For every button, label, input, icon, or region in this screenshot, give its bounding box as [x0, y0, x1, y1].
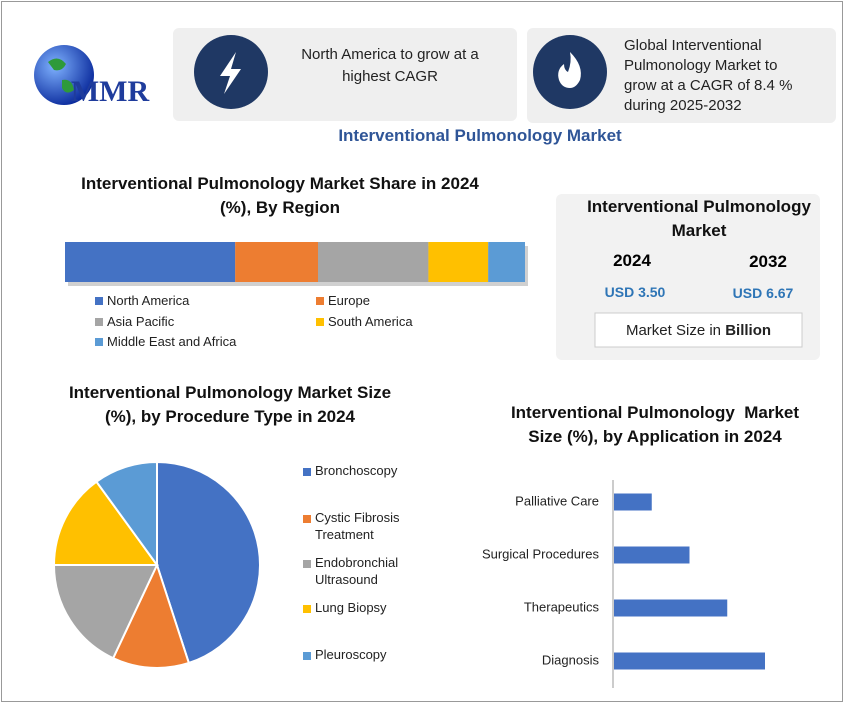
legend-label: Pleuroscopy [315, 647, 387, 662]
legend-label: Middle East and Africa [107, 334, 237, 349]
bar-segment [65, 242, 236, 282]
bar [614, 652, 765, 670]
pie-slice [52, 564, 159, 660]
legend-swatch [303, 652, 311, 660]
legend-swatch [316, 317, 324, 326]
legend-label: North America [107, 293, 190, 308]
note-text: Market Size in [625, 322, 722, 339]
note: Market Size in Billion [595, 322, 802, 339]
market-title: Interventional Pulmonology Market [587, 197, 811, 240]
pie-slice [111, 562, 191, 669]
card-text: North America to grow at a highest CAGR [301, 46, 479, 85]
page-title: Interventional Pulmonology Market [338, 126, 622, 145]
chart-title: Interventional Pulmonology Market Share … [81, 174, 479, 217]
pie-slice [95, 460, 158, 569]
card-text: Global Interventional Pulmonology Market… [624, 37, 793, 114]
chart-title: Interventional Pulmonology Market Size (… [510, 403, 804, 446]
bar [614, 493, 652, 511]
bar-segment [488, 242, 525, 282]
category-label: Palliative Care [515, 493, 599, 508]
legend-label: Bronchoscopy [315, 463, 398, 478]
bar-segment [235, 242, 318, 282]
bar [614, 599, 728, 617]
category-label: Surgical Procedures [482, 546, 600, 561]
legend-label: Lung Biopsy [315, 600, 387, 615]
bolt [220, 52, 241, 94]
legend-swatch [303, 515, 311, 523]
pie-slice [52, 480, 159, 566]
legend-label: Europe [328, 293, 370, 308]
legend-swatch [316, 297, 324, 305]
category-label: Diagnosis [542, 652, 600, 667]
legend-swatch [95, 317, 103, 326]
note-unit: Billion [725, 322, 772, 339]
logo-globe [34, 45, 94, 105]
legend-label: Cystic Fibrosis Treatment [315, 510, 400, 542]
bar-segment [318, 242, 429, 282]
chart-title: Interventional Pulmonology Market Size (… [68, 383, 392, 426]
card-bg [527, 28, 836, 123]
legend-label: Asia Pacific [107, 313, 175, 329]
market-value: USD 6.67 [732, 285, 794, 301]
logo-land [48, 58, 74, 93]
legend-label: South America [328, 313, 413, 329]
pie-slice [156, 460, 261, 665]
legend-swatch [303, 468, 311, 476]
flame [558, 52, 581, 88]
legend-swatch [95, 297, 103, 305]
legend-swatch [303, 560, 311, 568]
year: 2024 [613, 251, 651, 270]
year: 2032 [749, 252, 787, 271]
legend-swatch [95, 338, 103, 346]
bar [614, 546, 690, 564]
bar-segment [428, 242, 489, 282]
legend-label: Endobronchial Ultrasound [315, 555, 399, 587]
legend-swatch [303, 605, 311, 613]
note-box [594, 312, 803, 348]
logo-text: MMR [71, 75, 150, 108]
category-label: Therapeutics [524, 599, 600, 614]
market-value: USD 3.50 [604, 284, 666, 300]
